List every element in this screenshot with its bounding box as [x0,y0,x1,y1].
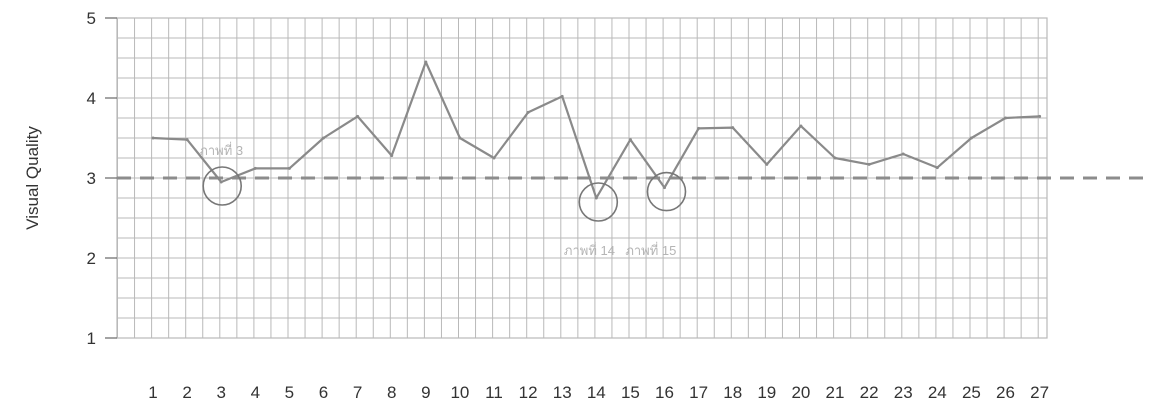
data-point [526,110,530,114]
series-line [151,60,1042,200]
x-tick-label: 1 [148,383,157,402]
x-tick-label: 27 [1030,383,1049,402]
x-tick-label: 11 [485,383,503,402]
highlight-circle [202,166,242,206]
y-tick-label: 2 [87,249,96,268]
x-tick-label: 25 [962,383,981,402]
data-point [253,166,257,170]
x-tick-label: 22 [860,383,879,402]
data-point [799,124,803,128]
data-point [867,162,871,166]
x-tick-label: 6 [319,383,328,402]
data-point [594,196,598,200]
data-point [356,114,360,118]
x-tick-label: 21 [826,383,845,402]
data-point [697,126,701,130]
highlight-circles [202,166,687,222]
annotations: ภาพที่ 3 ภาพที่ 14 ภาพที่ 15 [199,142,676,258]
data-point [901,152,905,156]
x-tick-label: 17 [689,383,708,402]
x-tick-label: 16 [655,383,674,402]
x-tick-label: 2 [182,383,191,402]
data-point [458,136,462,140]
x-tick-label: 24 [928,383,947,402]
x-tick-label: 13 [553,383,572,402]
x-tick-label: 18 [723,383,742,402]
y-tick-label: 4 [87,89,96,108]
annotation-label: ภาพที่ 3 [199,142,243,158]
x-tick-label: 4 [251,383,260,402]
y-tick-label: 3 [87,169,96,188]
data-point [219,180,223,184]
x-tick-label: 7 [353,383,362,402]
x-tick-label: 8 [387,383,396,402]
x-tick-label: 10 [450,383,469,402]
data-point [560,94,564,98]
x-tick-label: 12 [519,383,538,402]
x-tick-label: 14 [587,383,606,402]
data-point [424,60,428,64]
data-point [628,138,632,142]
data-point [151,136,155,140]
x-tick-label: 9 [421,383,430,402]
data-point [765,162,769,166]
x-tick-label: 5 [285,383,294,402]
data-point [1004,116,1007,120]
data-point [492,156,496,160]
y-tick-label: 1 [87,329,96,348]
data-point [390,154,394,158]
x-axis-ticks: 1 2 3 4 5 6 7 8 9 10 11 12 13 14 15 16 17 18 19 20 21 22 23 24 2… [148,383,1049,402]
x-tick-label: 19 [757,383,776,402]
y-axis-title: Visual Quality [23,126,42,230]
data-point [935,166,939,170]
data-point [1038,114,1042,118]
highlight-circle [578,182,619,222]
x-tick-label: 26 [996,383,1015,402]
data-point [185,138,189,142]
x-tick-label: 23 [894,383,913,402]
data-point [833,156,837,160]
data-point [322,136,325,140]
x-tick-label: 20 [791,383,810,402]
highlight-circle [646,171,687,212]
data-point [969,136,973,140]
y-tick-label: 5 [87,9,96,28]
y-axis-ticks: 1 2 3 4 5 [87,9,117,348]
data-point [663,186,666,190]
x-tick-label: 3 [216,383,225,402]
annotation-label: ภาพที่ 14 [564,242,615,258]
x-tick-label: 15 [621,383,640,402]
data-point [287,166,291,170]
data-point [731,126,735,130]
annotation-label: ภาพที่ 15 [625,242,676,258]
